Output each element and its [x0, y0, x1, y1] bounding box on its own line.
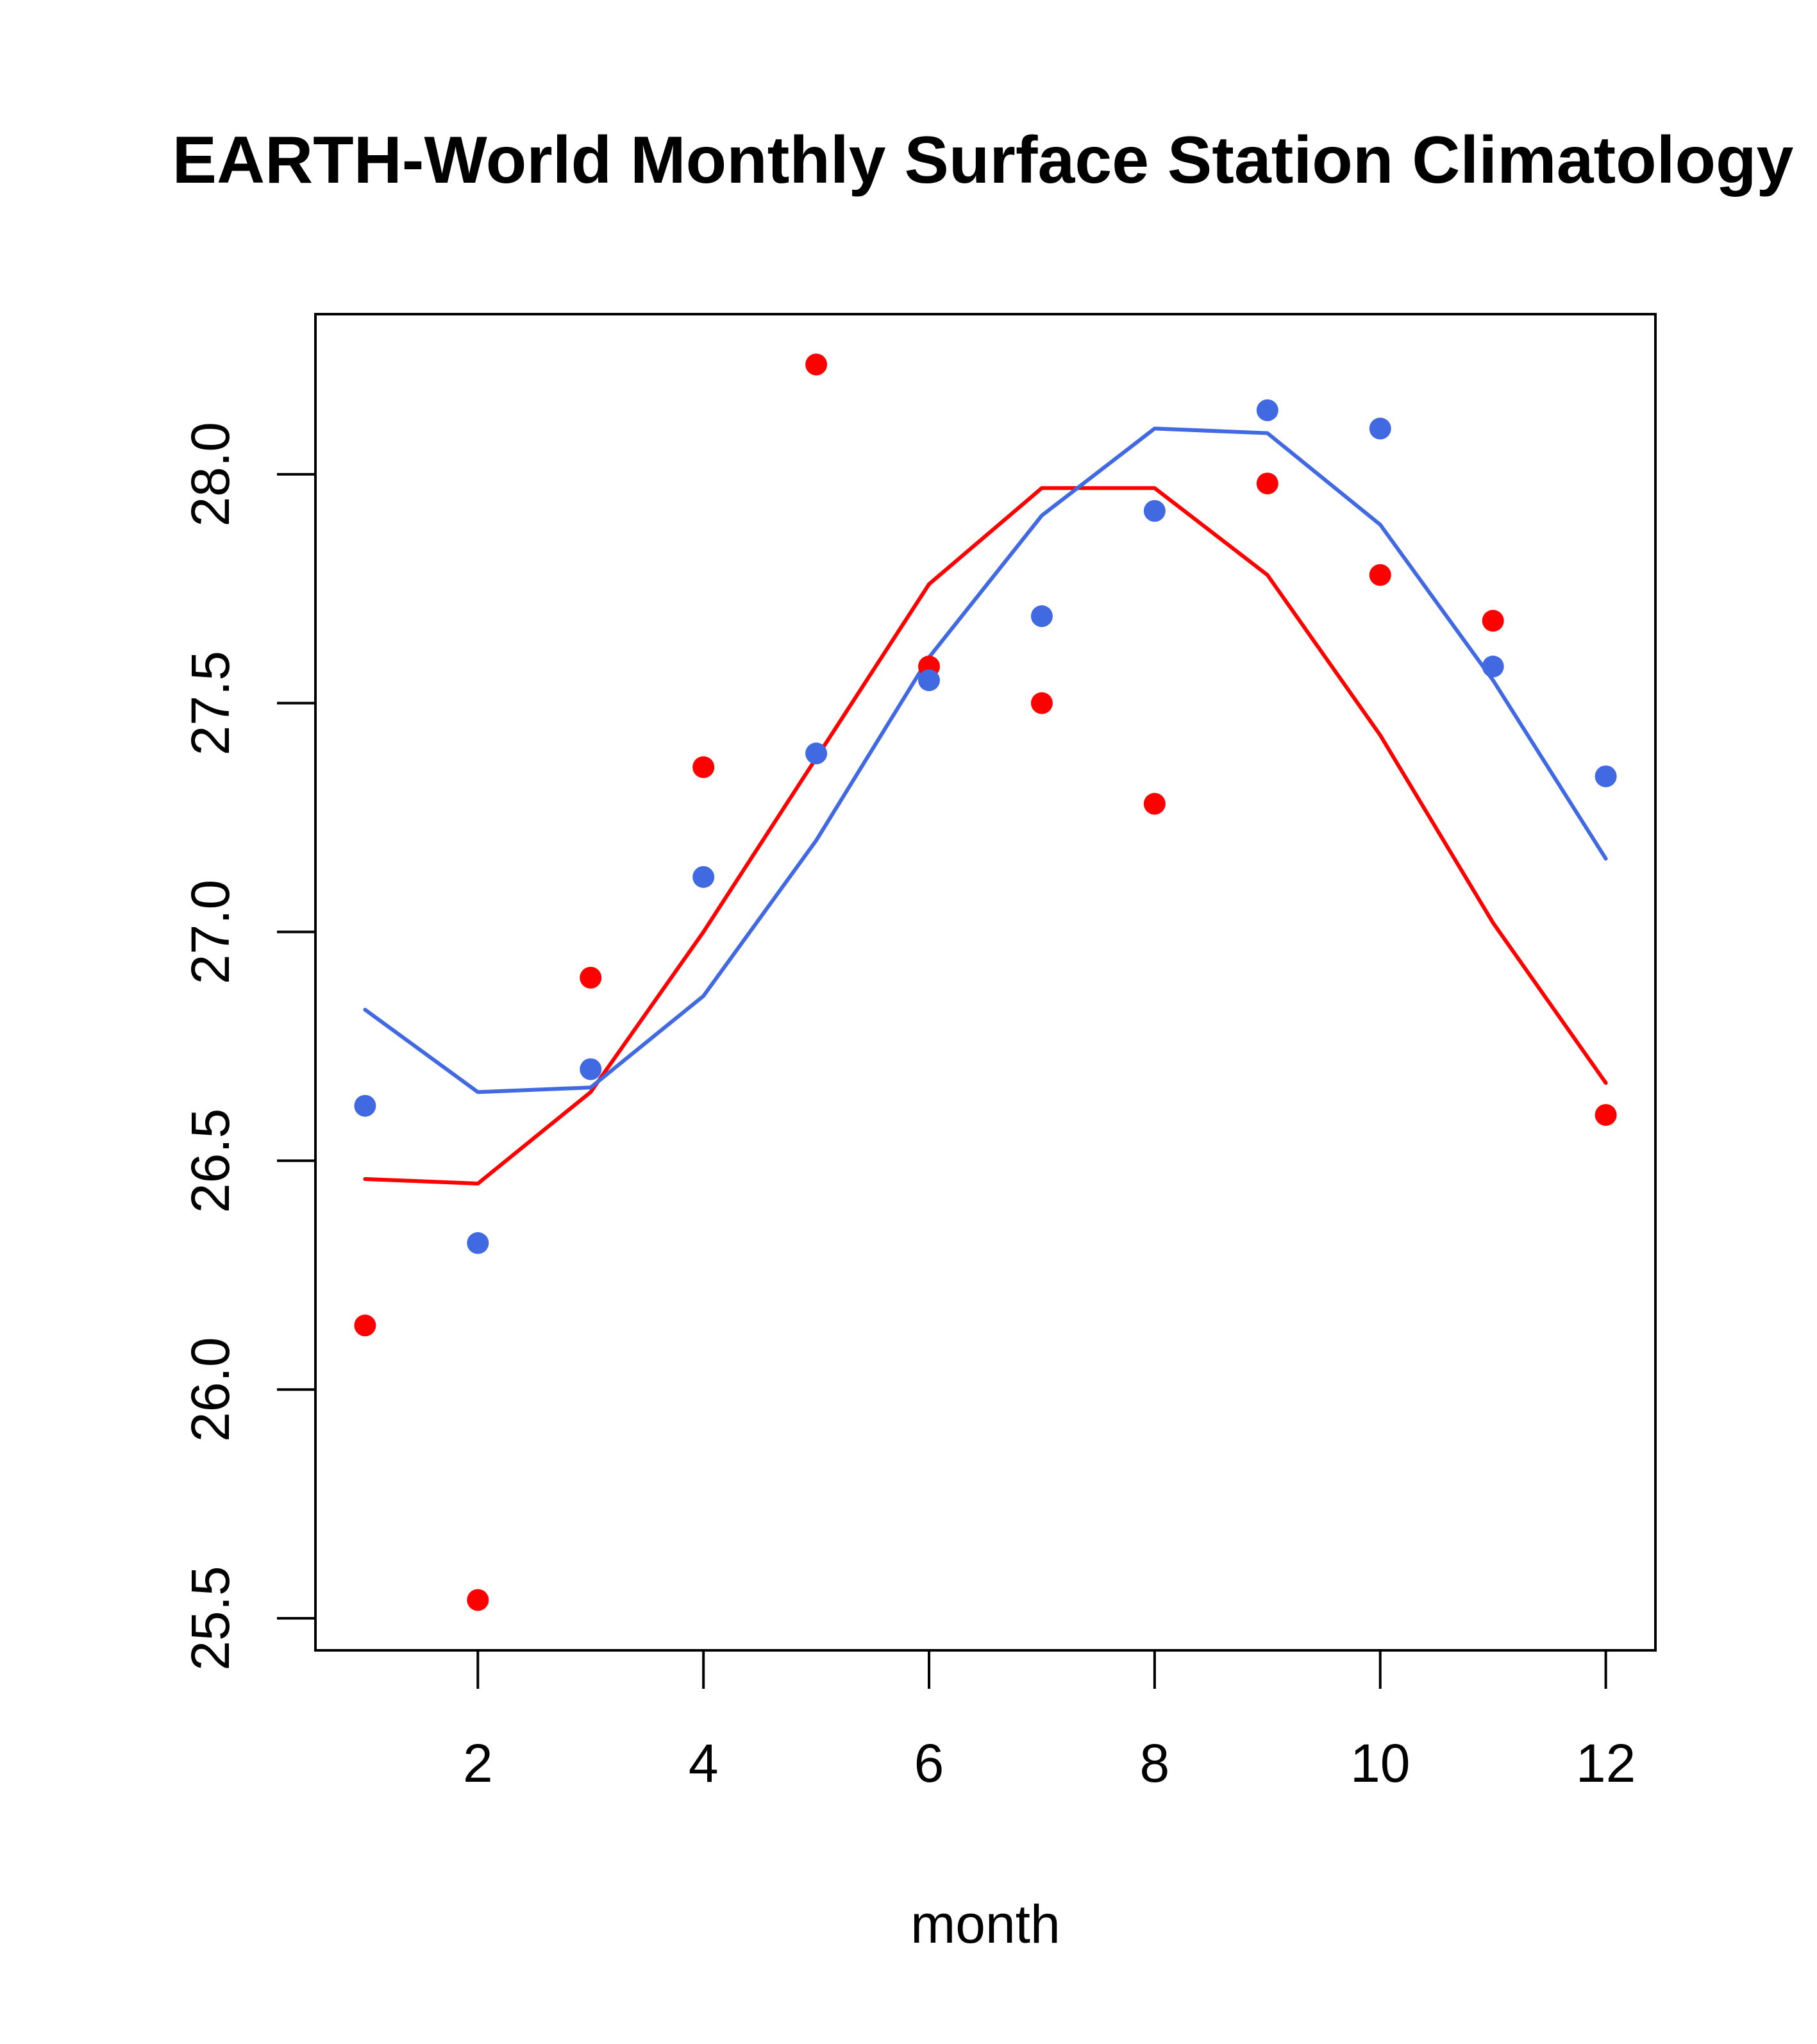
- data-point-blue-points-4: [692, 866, 715, 888]
- x-tick-label: 6: [914, 1733, 944, 1793]
- y-tick-label: 26.0: [180, 1337, 240, 1442]
- data-point-blue-points-12: [1595, 765, 1617, 787]
- x-tick-label: 12: [1576, 1733, 1636, 1793]
- data-point-red-points-5: [805, 353, 828, 376]
- x-tick-label: 4: [689, 1733, 719, 1793]
- data-point-red-points-10: [1369, 564, 1391, 586]
- data-point-blue-points-7: [1030, 605, 1053, 628]
- y-tick-label: 28.0: [180, 422, 240, 527]
- data-point-blue-points-2: [467, 1232, 489, 1254]
- data-point-blue-points-8: [1143, 499, 1166, 522]
- data-point-red-points-3: [580, 966, 602, 989]
- y-tick-label: 25.5: [180, 1566, 240, 1671]
- plot-area: [354, 353, 1617, 1611]
- data-point-red-points-7: [1030, 692, 1053, 714]
- data-point-blue-points-9: [1256, 399, 1278, 421]
- chart-title: EARTH-World Monthly Surface Station Clim…: [172, 123, 1794, 197]
- data-point-red-points-11: [1482, 610, 1504, 632]
- y-tick-label: 27.5: [180, 651, 240, 756]
- x-tick-label: 2: [463, 1733, 493, 1793]
- x-tick-label: 10: [1350, 1733, 1410, 1793]
- x-axis-label: month: [910, 1894, 1060, 1954]
- series-line-blue-line: [363, 426, 1608, 1094]
- data-point-red-points-1: [354, 1314, 376, 1337]
- data-point-red-points-2: [467, 1589, 489, 1611]
- x-axis: 2 4 6 8 10 12: [463, 1650, 1636, 1793]
- data-point-red-points-8: [1143, 792, 1166, 815]
- data-point-blue-points-11: [1482, 655, 1504, 678]
- series-line-red-line: [363, 486, 1608, 1186]
- y-tick-label: 27.0: [180, 880, 240, 985]
- x-tick-label: 8: [1140, 1733, 1170, 1793]
- data-point-blue-points-5: [805, 742, 828, 765]
- data-point-red-points-9: [1256, 473, 1278, 495]
- y-tick-label: 26.5: [180, 1109, 240, 1214]
- data-point-blue-points-6: [918, 669, 941, 691]
- data-point-red-points-4: [692, 756, 715, 778]
- data-point-blue-points-1: [354, 1094, 376, 1117]
- plot-frame: [314, 313, 1657, 1652]
- data-point-blue-points-3: [580, 1058, 602, 1080]
- y-axis: 25.5 26.0 26.5 27.0 27.5 28.0: [180, 422, 315, 1671]
- data-point-red-points-12: [1595, 1103, 1617, 1126]
- data-point-blue-points-10: [1369, 417, 1391, 440]
